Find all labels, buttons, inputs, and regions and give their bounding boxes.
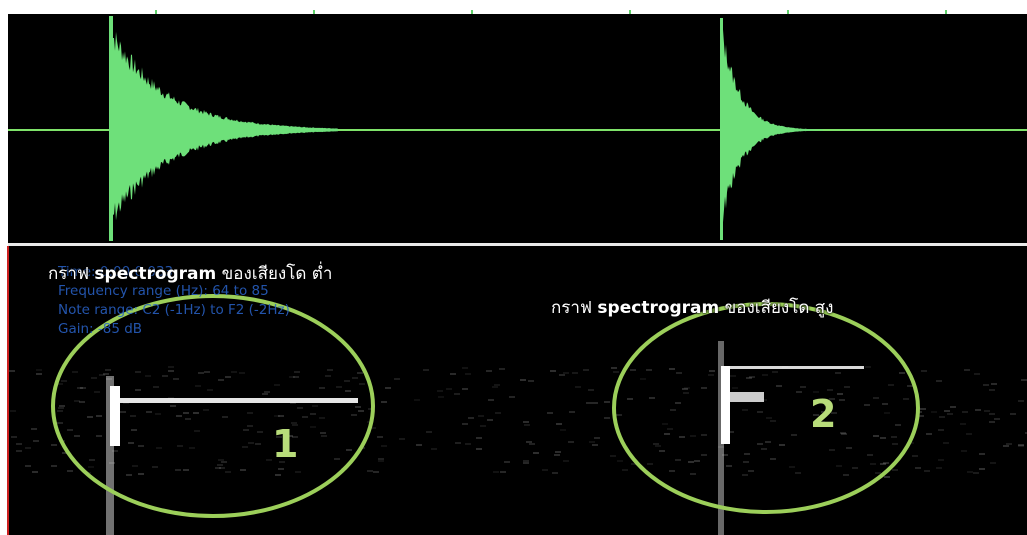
gain-readout: Gain: -85 dB [58,321,143,337]
ruler-tick [945,10,947,15]
waveform-graph [8,16,1027,241]
ruler-tick [155,10,157,15]
spectrogram-harmonic-1 [118,398,358,403]
caption-low-keyword: spectrogram [94,264,217,284]
spectrogram-attack-2 [721,366,730,444]
caption-low-prefix: กราฟ [48,264,95,284]
caption-low-suffix: ของเสียงโด ต่ำ [216,264,333,284]
spectrogram-harmonic-2 [724,366,864,369]
time-readout: Time: 0:00.0 033 [58,264,174,280]
ruler-tick [471,10,473,15]
caption-high-note: กราฟ spectrogram ของเสียงโด สูง [551,294,834,321]
caption-high-prefix: กราฟ [551,298,598,318]
playhead-marker [7,246,9,535]
caption-high-keyword: spectrogram [597,298,720,318]
label-2: 2 [810,392,837,436]
highlight-ellipse-1 [51,294,375,518]
note-range-readout: Note range: C2 (-1Hz) to F2 (-2Hz) [58,302,290,318]
highlight-ellipse-2 [612,302,920,514]
waveform-panel[interactable] [8,14,1027,243]
spectrogram-noise [9,366,1027,478]
ruler-tick [787,10,789,15]
waveform-burst-1 [109,29,338,223]
spectrogram-cluster-2 [724,392,764,402]
spectrogram-graph [9,294,1027,535]
waveform-burst-2 [721,22,823,229]
caption-low-note: กราฟ spectrogram ของเสียงโด ต่ำ [48,260,332,287]
label-1: 1 [272,422,299,466]
waveform-onset-1 [109,16,113,241]
left-border [0,0,8,535]
spectrogram-attack-1 [110,386,120,446]
spectrogram-onset-1 [106,376,114,535]
frequency-range-readout: Frequency range (Hz): 64 to 85 [58,283,269,299]
panel-divider[interactable] [8,243,1027,246]
caption-high-suffix: ของเสียงโด สูง [719,298,834,318]
ruler-tick [313,10,315,15]
spectrogram-panel[interactable]: Time: 0:00.0 033 Frequency range (Hz): 6… [8,246,1027,535]
timeline-ruler[interactable] [8,0,1027,15]
waveform-onset-2 [720,18,723,240]
ruler-tick [629,10,631,15]
